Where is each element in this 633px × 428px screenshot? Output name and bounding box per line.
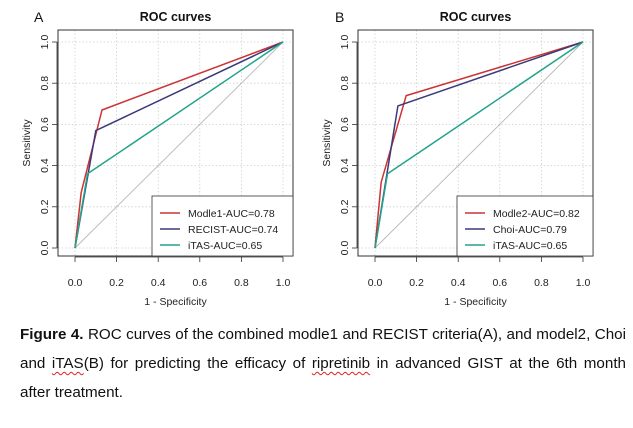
caption-text-2: (B) for predicting the efficacy of — [83, 355, 312, 372]
reference-diagonal — [374, 41, 584, 249]
y-tick-label: 1.0 — [339, 35, 351, 50]
y-tick-label: 0.0 — [39, 241, 51, 256]
legend-label-1: Modle2-AUC=0.82 — [493, 208, 580, 220]
series-line-3 — [374, 41, 584, 249]
series-line-1 — [374, 41, 584, 249]
x-tick-label: 0.0 — [68, 277, 83, 289]
legend-label-2: Choi-AUC=0.79 — [493, 224, 567, 236]
x-tick-label: 0.6 — [192, 277, 207, 289]
chart-title: ROC curves — [140, 10, 212, 24]
chart-panel-b: B ROC curves 0.0 0.2 0.4 0.6 0.8 1.0 1 - Specifi… — [321, 9, 594, 308]
y-tick-label: 0.4 — [339, 158, 351, 173]
caption-label: Figure 4. — [20, 326, 84, 343]
figure-caption: Figure 4. ROC curves of the combined mod… — [20, 320, 626, 407]
y-tick-label: 0.8 — [339, 76, 351, 91]
y-tick-label: 0.6 — [39, 117, 51, 132]
x-tick-label: 1.0 — [576, 277, 591, 289]
x-tick-label: 0.2 — [109, 277, 124, 289]
y-axis-label: Sensitivity — [321, 119, 333, 167]
panel-label: B — [335, 9, 344, 25]
y-tick-label: 0.0 — [339, 241, 351, 256]
caption-drug: ripretinib — [311, 355, 371, 372]
x-tick-label: 1.0 — [276, 277, 291, 289]
x-tick-label: 0.0 — [368, 277, 383, 289]
x-axis-label: 1 - Specificity — [444, 296, 507, 308]
legend-box — [456, 195, 594, 257]
chart-title: ROC curves — [440, 10, 512, 24]
y-tick-label: 0.4 — [39, 158, 51, 173]
y-tick-label: 1.0 — [39, 35, 51, 50]
x-tick-label: 0.8 — [234, 277, 249, 289]
legend-box — [151, 195, 294, 257]
y-tick-label: 0.8 — [39, 76, 51, 91]
legend-label-3: iTAS-AUC=0.65 — [188, 240, 262, 252]
x-tick-label: 0.4 — [151, 277, 166, 289]
legend-label-1: Modle1-AUC=0.78 — [188, 208, 275, 220]
y-tick-label: 0.6 — [339, 117, 351, 132]
x-tick-label: 0.8 — [534, 277, 549, 289]
chart-panel-a: A ROC curves 0.0 0.2 0.4 0.6 0.8 1.0 1 - Specifi… — [21, 9, 294, 308]
series-line-3 — [74, 41, 284, 249]
x-tick-label: 0.4 — [451, 277, 466, 289]
caption-itas: iTAS — [51, 355, 84, 372]
x-axis-label: 1 - Specificity — [144, 296, 207, 308]
y-tick-label: 0.2 — [39, 199, 51, 214]
y-axis-label: Sensitivity — [21, 119, 33, 167]
legend-label-2: RECIST-AUC=0.74 — [188, 224, 278, 236]
legend-label-3: iTAS-AUC=0.65 — [493, 240, 567, 252]
reference-diagonal — [74, 41, 284, 249]
x-tick-label: 0.6 — [492, 277, 507, 289]
caption-text-3: in advanced GIST at the 6th month after … — [20, 355, 626, 401]
caption-text-1: ROC curves of the combined modle1 and RE… — [20, 326, 626, 372]
x-tick-label: 0.2 — [409, 277, 424, 289]
y-tick-label: 0.2 — [339, 199, 351, 214]
panel-label: A — [34, 9, 44, 25]
